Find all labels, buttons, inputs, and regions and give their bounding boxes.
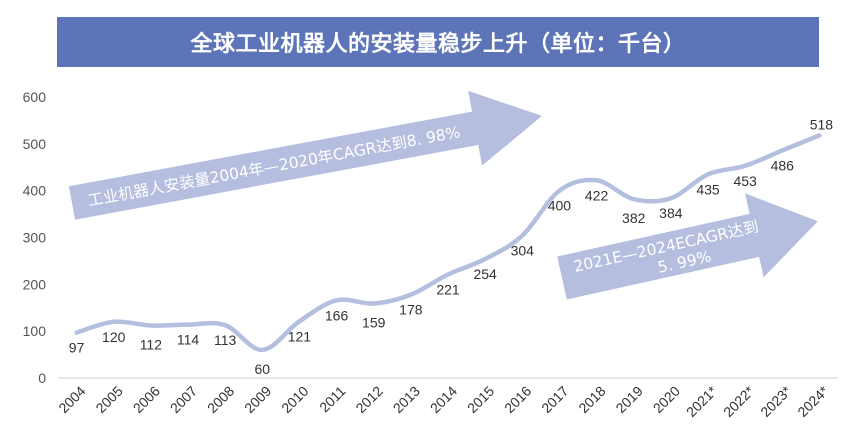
- data-label: 486: [771, 157, 795, 173]
- data-label: 112: [140, 337, 163, 353]
- x-tick-label: 2016: [501, 383, 534, 416]
- data-label: 221: [436, 281, 460, 297]
- x-tick-label: 2009: [241, 383, 274, 416]
- data-label: 97: [69, 340, 85, 356]
- arrow-2-shape: [557, 193, 818, 300]
- x-tick-label: 2010: [278, 383, 311, 416]
- y-tick-label: 500: [23, 136, 47, 152]
- data-label: 435: [696, 181, 720, 197]
- annotation-arrow-1: 工业机器人安装量2004年—2020年CAGR达到8. 98%: [68, 90, 542, 220]
- data-label: 113: [214, 332, 237, 348]
- data-label: 178: [399, 302, 423, 318]
- data-label: 518: [810, 116, 834, 132]
- data-label: 60: [254, 361, 270, 377]
- x-tick-label: 2004: [55, 383, 88, 416]
- data-label: 422: [585, 187, 609, 203]
- data-label: 382: [622, 210, 646, 226]
- data-label: 400: [548, 198, 572, 214]
- x-tick-label: 2008: [204, 383, 237, 416]
- y-tick-label: 300: [23, 230, 47, 246]
- data-label: 254: [473, 266, 497, 282]
- y-tick-label: 100: [23, 323, 47, 339]
- x-tick-label: 2014: [427, 383, 460, 416]
- data-label: 114: [177, 332, 200, 348]
- y-tick-label: 200: [23, 276, 47, 292]
- x-tick-label: 2020: [650, 383, 683, 416]
- x-tick-label: 2023*: [757, 382, 795, 420]
- data-label: 384: [659, 205, 683, 221]
- x-tick-label: 2011: [316, 383, 349, 416]
- x-tick-label: 2021*: [683, 382, 721, 420]
- y-tick-label: 400: [23, 183, 47, 199]
- x-tick-label: 2024*: [794, 382, 832, 420]
- x-tick-label: 2015: [464, 383, 497, 416]
- x-tick-label: 2006: [130, 383, 163, 416]
- x-tick-label: 2018: [575, 383, 608, 416]
- data-label: 121: [288, 328, 312, 344]
- x-tick-label: 2012: [352, 383, 385, 416]
- x-tick-label: 2007: [167, 383, 200, 416]
- data-label: 304: [511, 243, 535, 259]
- x-tick-label: 2019: [612, 383, 645, 416]
- x-tick-label: 2022*: [720, 382, 758, 420]
- arrow-1-shape: [68, 90, 542, 220]
- data-label: 120: [102, 329, 126, 345]
- series-line: [74, 133, 822, 353]
- x-tick-label: 2017: [538, 383, 571, 416]
- data-label: 159: [362, 315, 386, 331]
- data-label: 166: [325, 307, 349, 323]
- y-tick-label: 0: [38, 370, 46, 386]
- data-labels: 97 120 112 114 113 60 121 166 159 178 221 254 304 400…: [69, 116, 834, 376]
- data-label: 453: [733, 173, 757, 189]
- arrow-1-label: 工业机器人安装量2004年—2020年CAGR达到8. 98%: [86, 123, 461, 210]
- y-tick-label: 600: [23, 89, 47, 105]
- chart-title-banner: 全球工业机器人的安装量稳步上升（单位：千台）: [57, 17, 819, 67]
- x-axis-ticks: 2004 2005 2006 2007 2008 2009 2010 2011 2012 2013…: [55, 382, 832, 420]
- y-axis: 0 100 200 300 400 500 600: [23, 89, 47, 386]
- x-tick-label: 2013: [390, 383, 423, 416]
- x-tick-label: 2005: [92, 383, 125, 416]
- chart-title: 全球工业机器人的安装量稳步上升（单位：千台）: [190, 32, 686, 57]
